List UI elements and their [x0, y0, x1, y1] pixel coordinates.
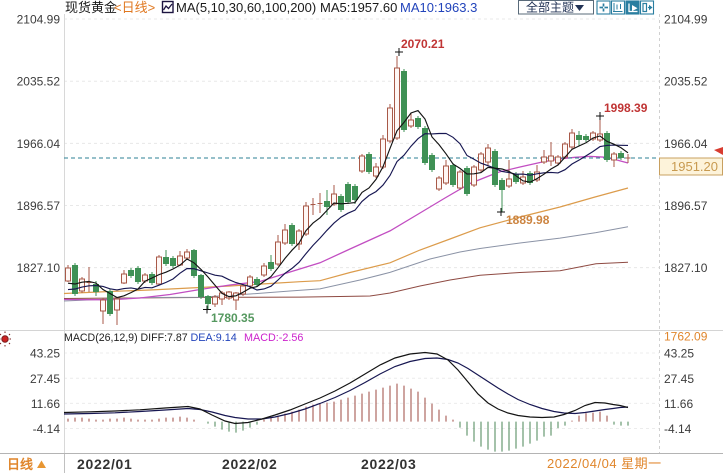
svg-text:1827.10: 1827.10 [17, 261, 61, 275]
svg-text:1889.98: 1889.98 [506, 213, 550, 227]
svg-text:1896.57: 1896.57 [664, 199, 708, 213]
svg-text:1998.39: 1998.39 [604, 101, 648, 115]
svg-text:MA(5,10,30,60,100,200): MA(5,10,30,60,100,200) [176, 0, 316, 15]
svg-text:11.66: 11.66 [664, 397, 693, 411]
svg-text:MACD:-2.56: MACD:-2.56 [244, 332, 303, 344]
svg-text:1951.20: 1951.20 [671, 159, 718, 174]
svg-text:MACD(26,12,9) DIFF:7.87: MACD(26,12,9) DIFF:7.87 [64, 332, 188, 344]
svg-text:1966.04: 1966.04 [664, 137, 708, 151]
svg-text:MA10:1963.3: MA10:1963.3 [400, 0, 477, 15]
svg-text:11.66: 11.66 [31, 397, 60, 411]
svg-text:1780.35: 1780.35 [211, 311, 255, 325]
svg-text:日线: 日线 [7, 457, 33, 472]
svg-text:2022/01: 2022/01 [77, 456, 133, 472]
svg-text:2022/03: 2022/03 [361, 456, 417, 472]
svg-text:2022/02: 2022/02 [222, 456, 278, 472]
svg-text:<日线>: <日线> [114, 0, 155, 15]
svg-text:1762.09: 1762.09 [664, 330, 708, 344]
svg-text:2035.52: 2035.52 [664, 75, 708, 89]
svg-text:DEA:9.14: DEA:9.14 [191, 332, 237, 344]
svg-text:2070.21: 2070.21 [401, 37, 445, 51]
svg-text:1966.04: 1966.04 [17, 137, 61, 151]
svg-text:1896.57: 1896.57 [17, 199, 61, 213]
svg-text:现货黄金: 现货黄金 [65, 0, 117, 15]
svg-text:43.25: 43.25 [664, 347, 694, 361]
svg-text:MA5:1957.60: MA5:1957.60 [320, 0, 397, 15]
svg-text:43.25: 43.25 [30, 347, 60, 361]
svg-text:2035.52: 2035.52 [17, 75, 61, 89]
svg-text:27.45: 27.45 [664, 372, 694, 386]
svg-text:27.45: 27.45 [30, 372, 60, 386]
svg-text:2022/04/04 星期一: 2022/04/04 星期一 [547, 456, 662, 471]
svg-text:2104.99: 2104.99 [17, 13, 61, 27]
svg-text:1827.10: 1827.10 [664, 261, 708, 275]
svg-text:全部主题: 全部主题 [526, 0, 574, 15]
svg-text:2104.99: 2104.99 [664, 13, 708, 27]
svg-text:-4.14: -4.14 [664, 422, 692, 436]
svg-text:-4.14: -4.14 [33, 422, 61, 436]
